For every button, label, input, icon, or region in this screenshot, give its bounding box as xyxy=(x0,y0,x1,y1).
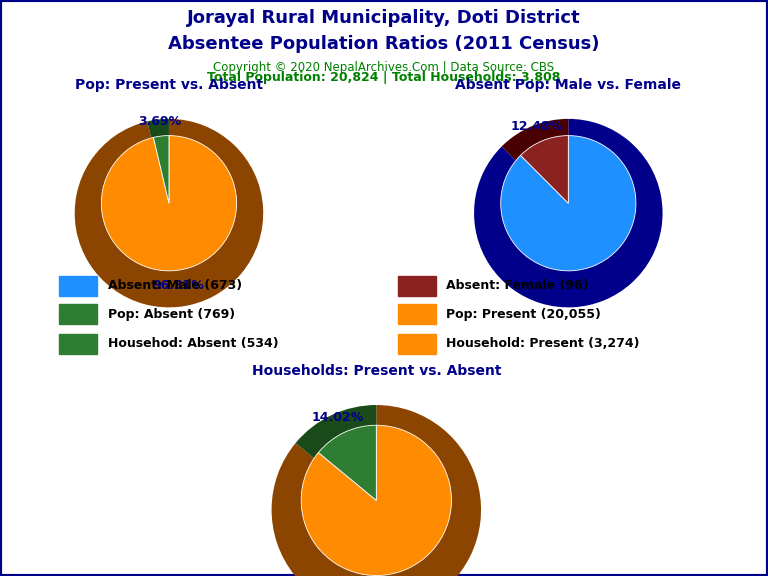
Wedge shape xyxy=(154,135,169,203)
Wedge shape xyxy=(319,425,376,501)
Bar xyxy=(59,334,97,354)
Text: Absentee Population Ratios (2011 Census): Absentee Population Ratios (2011 Census) xyxy=(168,35,600,53)
Wedge shape xyxy=(521,135,568,203)
Bar xyxy=(59,276,97,295)
Text: 14.02%: 14.02% xyxy=(311,411,363,424)
Wedge shape xyxy=(474,119,663,308)
Bar xyxy=(59,305,97,324)
Wedge shape xyxy=(501,135,636,271)
Text: Pop: Absent (769): Pop: Absent (769) xyxy=(108,308,235,321)
Wedge shape xyxy=(301,425,452,575)
Text: Pop: Present (20,055): Pop: Present (20,055) xyxy=(446,308,601,321)
Text: Absent: Male (673): Absent: Male (673) xyxy=(108,279,242,292)
Bar xyxy=(398,305,436,324)
Text: Copyright © 2020 NepalArchives.Com | Data Source: CBS: Copyright © 2020 NepalArchives.Com | Dat… xyxy=(214,61,554,74)
Wedge shape xyxy=(101,135,237,271)
Wedge shape xyxy=(296,405,376,510)
Text: 87.52%: 87.52% xyxy=(574,273,626,286)
Text: Absent: Female (96): Absent: Female (96) xyxy=(446,279,589,292)
Title: Households: Present vs. Absent: Households: Present vs. Absent xyxy=(252,363,501,378)
Text: 3.69%: 3.69% xyxy=(137,115,181,128)
Title: Pop: Present vs. Absent: Pop: Present vs. Absent xyxy=(75,78,263,93)
Text: Total Population: 20,824 | Total Households: 3,808: Total Population: 20,824 | Total Househo… xyxy=(207,70,561,84)
Wedge shape xyxy=(147,119,169,213)
Bar xyxy=(398,334,436,354)
Text: Jorayal Rural Municipality, Doti District: Jorayal Rural Municipality, Doti Distric… xyxy=(187,9,581,26)
Wedge shape xyxy=(272,405,481,576)
Wedge shape xyxy=(502,119,568,213)
Text: 12.48%: 12.48% xyxy=(511,120,563,134)
Title: Absent Pop: Male vs. Female: Absent Pop: Male vs. Female xyxy=(455,78,681,93)
Text: 96.31%: 96.31% xyxy=(153,279,204,291)
Bar xyxy=(398,276,436,295)
Text: Househod: Absent (534): Househod: Absent (534) xyxy=(108,337,278,350)
Text: Household: Present (3,274): Household: Present (3,274) xyxy=(446,337,640,350)
Wedge shape xyxy=(74,119,263,308)
